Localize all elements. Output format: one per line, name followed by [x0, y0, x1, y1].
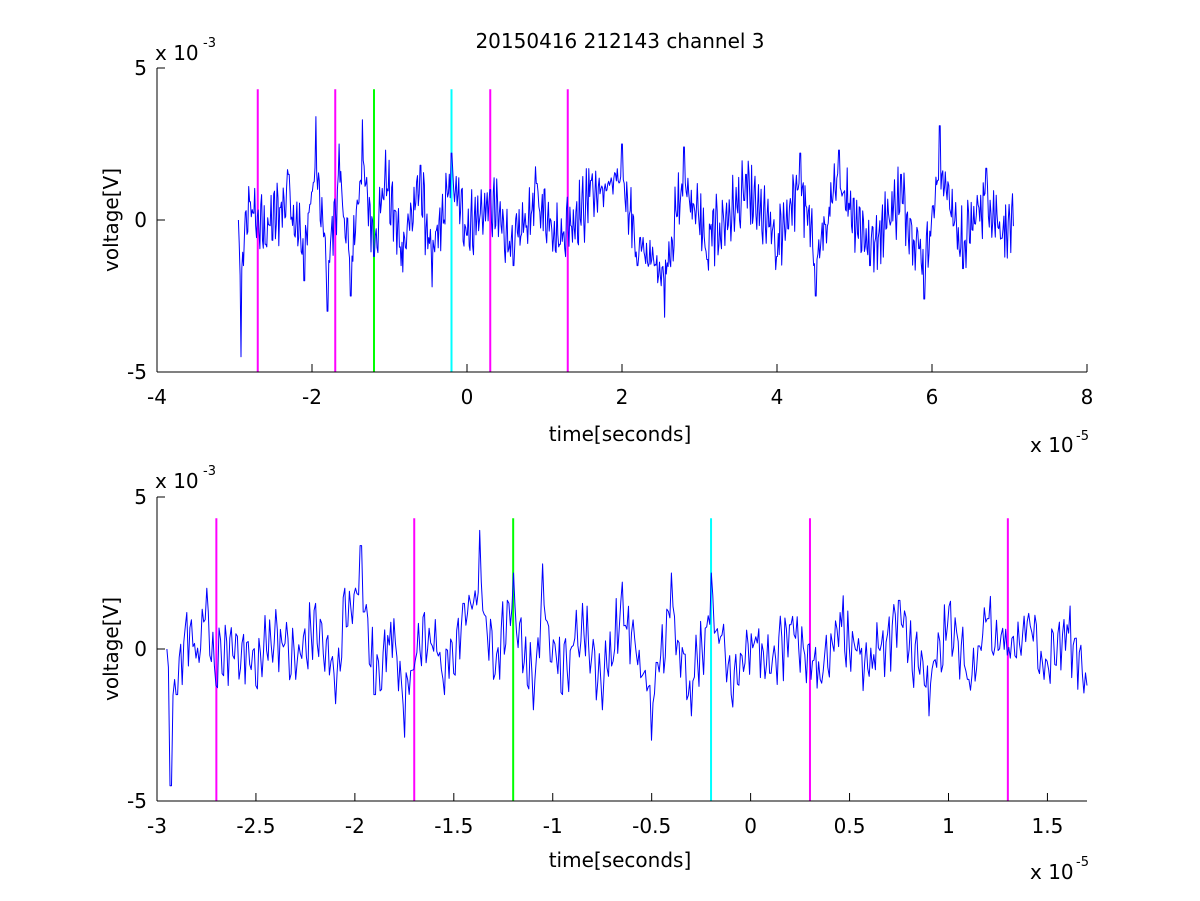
top-y-tick-label: -5: [127, 360, 147, 384]
top-y-exponent-power: -3: [203, 36, 216, 51]
bottom-x-tick-label: 1: [942, 814, 955, 838]
bottom-marker-lines: [215, 518, 1009, 801]
bottom-x-ticks: -3 -2.5 -2 -1.5 -1 -0.5 0 0.5 1 1.5: [147, 793, 1063, 838]
bottom-y-ticks: -5 0 5: [127, 485, 165, 813]
top-y-exponent-base: x 10: [155, 41, 199, 65]
top-x-tick-label: 6: [926, 385, 939, 409]
bottom-x-exponent-power: -5: [1076, 855, 1089, 870]
bottom-x-tick-label: -2: [345, 814, 365, 838]
top-y-tick-label: 0: [134, 208, 147, 232]
bottom-x-tick-label: -1: [543, 814, 563, 838]
top-x-axis-label: time[seconds]: [549, 422, 692, 446]
bottom-voltage-trace: [166, 529, 1088, 787]
bottom-x-tick-label: 0.5: [834, 814, 866, 838]
top-x-tick-label: 4: [771, 385, 784, 409]
top-x-tick-label: -4: [147, 385, 167, 409]
top-y-ticks: -5 0 5: [127, 56, 165, 384]
bottom-y-exponent-power: -3: [203, 464, 216, 479]
bottom-y-tick-label: 0: [134, 637, 147, 661]
chart-title: 20150416 212143 channel 3: [475, 29, 764, 53]
bottom-x-tick-label: -1.5: [434, 814, 473, 838]
bottom-y-exponent-base: x 10: [155, 469, 199, 493]
bottom-x-tick-label: -3: [147, 814, 167, 838]
bottom-x-tick-label: 1.5: [1032, 814, 1064, 838]
top-x-exponent-base: x 10: [1030, 433, 1074, 457]
bottom-x-exponent-base: x 10: [1030, 860, 1074, 884]
top-x-ticks: -4 -2 0 2 4 6 8: [147, 364, 1093, 409]
bottom-y-axis-label: voltage[V]: [99, 597, 123, 701]
top-x-tick-label: 2: [616, 385, 629, 409]
bottom-y-tick-label: -5: [127, 789, 147, 813]
top-voltage-trace: [237, 116, 1014, 358]
top-x-tick-label: 8: [1081, 385, 1094, 409]
bottom-plot-area: [157, 497, 1087, 801]
bottom-x-axis-label: time[seconds]: [549, 848, 692, 872]
top-subplot: -4 -2 0 2 4 6 8 -5 0 5 x 10 -3 time[seconds] x 1…: [99, 36, 1093, 457]
top-x-exponent-power: -5: [1076, 429, 1089, 444]
bottom-x-tick-label: -2.5: [236, 814, 275, 838]
bottom-x-tick-label: -0.5: [632, 814, 671, 838]
bottom-y-tick-label: 5: [134, 485, 147, 509]
top-x-tick-label: 0: [461, 385, 474, 409]
bottom-x-tick-label: 0: [744, 814, 757, 838]
bottom-subplot: -3 -2.5 -2 -1.5 -1 -0.5 0 0.5 1 1.5 -5 0 5 x 10 -3 …: [99, 464, 1089, 884]
top-x-tick-label: -2: [302, 385, 322, 409]
top-y-axis-label: voltage[V]: [99, 168, 123, 272]
top-y-tick-label: 5: [134, 56, 147, 80]
